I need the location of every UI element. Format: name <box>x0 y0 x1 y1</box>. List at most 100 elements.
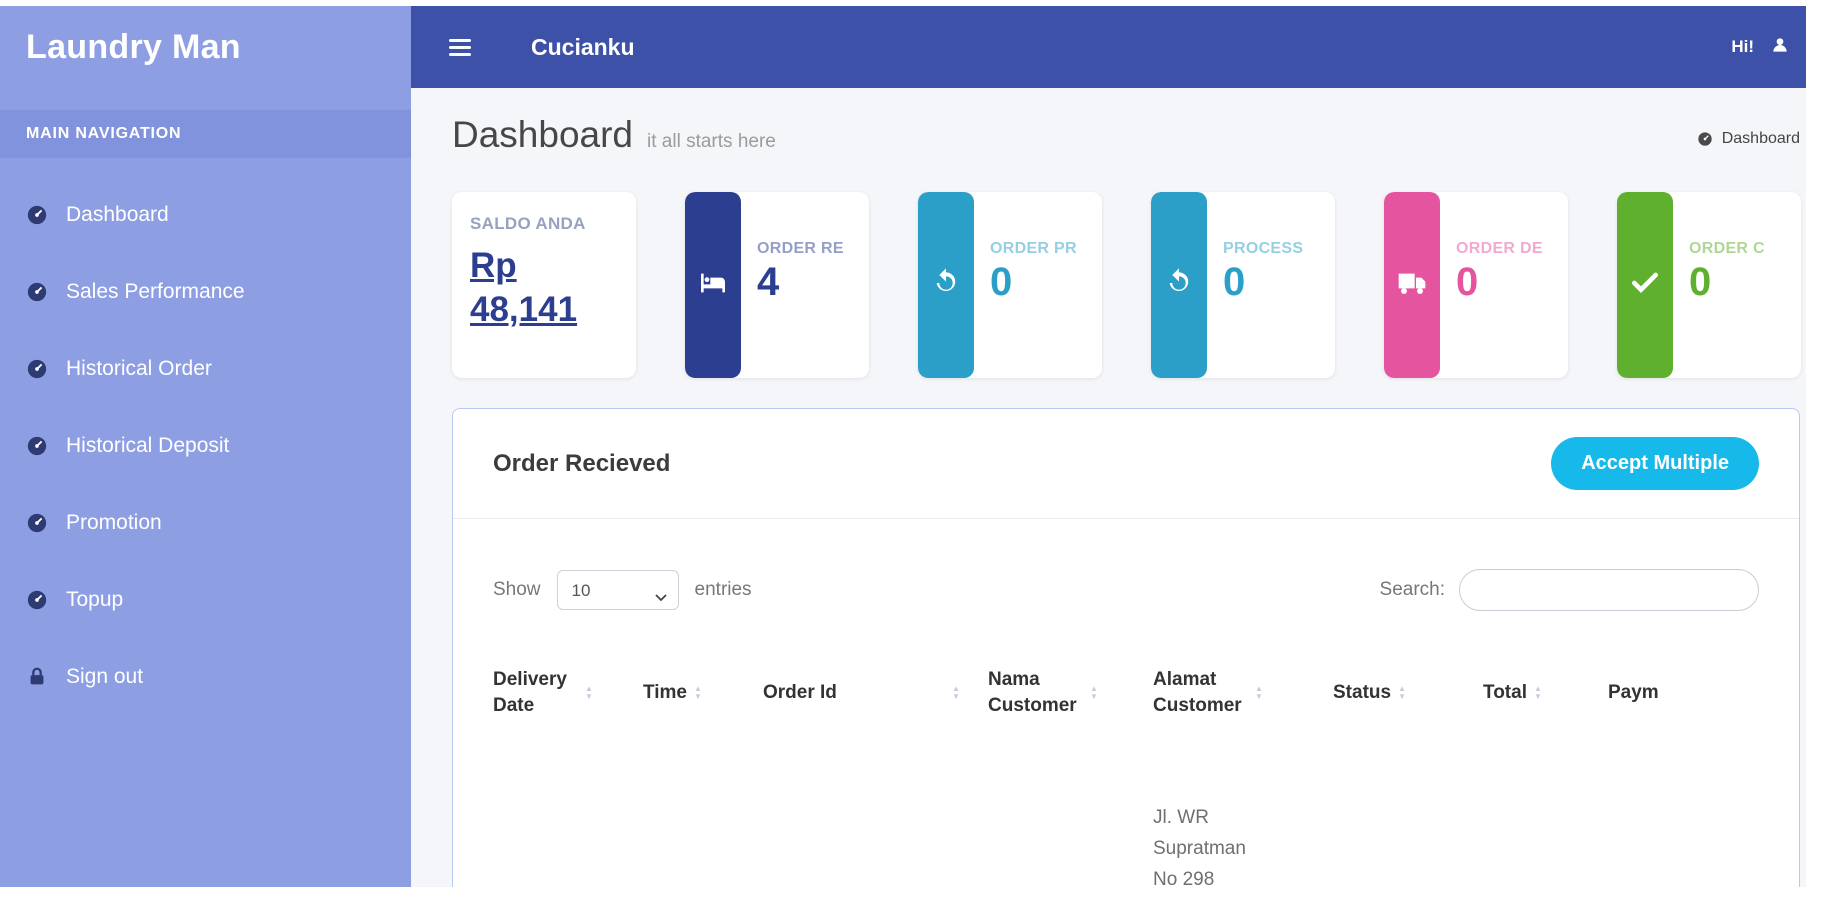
column-header-total[interactable]: Total ▲ ▼ <box>1483 681 1542 703</box>
greeting-text: Hi! <box>1731 37 1754 56</box>
sidebar-item-sign-out[interactable]: Sign out <box>0 638 411 715</box>
breadcrumb[interactable]: Dashboard <box>1697 130 1800 148</box>
column-header-time[interactable]: Time ▲ ▼ <box>643 681 702 703</box>
stat-card-order-delivery: ORDER DE 0 <box>1384 192 1568 378</box>
sort-icon: ▲ ▼ <box>1255 684 1263 701</box>
truck-icon <box>1396 267 1428 304</box>
sidebar-item-label: Sign out <box>66 664 144 688</box>
sidebar-item-dashboard[interactable]: Dashboard <box>0 176 411 253</box>
stat-card-process: PROCESS 0 <box>1151 192 1335 378</box>
stat-value: 0 <box>990 260 1013 304</box>
stat-value: 0 <box>1456 260 1479 304</box>
stat-label: PROCESS <box>1223 240 1304 257</box>
stat-card-order-process: ORDER PR 0 <box>918 192 1102 378</box>
stat-label: ORDER DE <box>1456 240 1543 257</box>
panel-title: Order Recieved <box>493 449 671 477</box>
dashboard-icon <box>1698 132 1712 146</box>
cell-time <box>643 802 763 887</box>
right-gutter <box>1806 0 1843 900</box>
cell-delivery-date <box>493 802 643 887</box>
refresh-icon <box>930 267 962 304</box>
orders-panel-header: Order Recieved Accept Multiple <box>453 409 1799 519</box>
page-title: Dashboard <box>452 114 634 155</box>
column-header-payment[interactable]: Paym <box>1608 681 1659 703</box>
table-row: Jl. WR Supratman No 298 <box>453 802 1799 887</box>
page-header: Dashboard it all starts here Dashboard <box>452 114 1806 162</box>
stat-label: ORDER RE <box>757 240 844 257</box>
column-header-nama-customer[interactable]: Nama Customer ▲ ▼ <box>988 669 1098 716</box>
sidebar-item-sales-performance[interactable]: Sales Performance <box>0 253 411 330</box>
sidebar-item-topup[interactable]: Topup <box>0 561 411 638</box>
accept-multiple-button[interactable]: Accept Multiple <box>1551 437 1759 490</box>
table-header-row: Delivery Date ▲ ▼ Time ▲ ▼ Order Id ▲ ▼ Nam… <box>453 667 1799 718</box>
stat-cards-row: SALDO ANDA Rp 48,141 ORDER RE 4 <box>452 192 1806 378</box>
main-content: Dashboard it all starts here Dashboard S… <box>411 88 1806 887</box>
bed-icon <box>697 267 729 304</box>
page-size-wrap: 10 <box>556 570 679 610</box>
sidebar-item-label: Dashboard <box>66 202 169 226</box>
search-label: Search: <box>1379 579 1445 600</box>
sort-icon: ▲ ▼ <box>1398 684 1406 701</box>
navbar-brand[interactable]: Cucianku <box>531 33 635 60</box>
gauge-icon <box>26 281 48 303</box>
sidebar-brand: Laundry Man <box>26 27 241 66</box>
top-navbar: Cucianku Hi! <box>411 6 1806 88</box>
sort-icon: ▲ ▼ <box>952 684 960 701</box>
user-menu[interactable]: Hi! <box>1731 35 1790 60</box>
stat-accent <box>1617 192 1673 378</box>
cell-total <box>1483 802 1608 887</box>
page-subtitle: it all starts here <box>647 131 776 152</box>
column-header-alamat-customer[interactable]: Alamat Customer ▲ ▼ <box>1153 669 1263 716</box>
sidebar-item-historical-order[interactable]: Historical Order <box>0 330 411 407</box>
cell-nama-customer <box>988 802 1153 887</box>
hamburger-icon[interactable] <box>449 38 471 56</box>
sidebar-item-label: Promotion <box>66 510 162 534</box>
saldo-value: Rp 48,141 <box>470 244 618 332</box>
sidebar-item-promotion[interactable]: Promotion <box>0 484 411 561</box>
top-gutter <box>0 0 1843 6</box>
cell-alamat-customer: Jl. WR Supratman No 298 <box>1153 807 1246 887</box>
stat-card-order-received: ORDER RE 4 <box>685 192 869 378</box>
table-controls: Show 10 entries Search: <box>453 519 1799 611</box>
stat-accent <box>1151 192 1207 378</box>
sidebar-item-label: Historical Deposit <box>66 433 230 457</box>
refresh-icon <box>1163 267 1195 304</box>
gauge-icon <box>26 589 48 611</box>
sidebar-item-historical-deposit[interactable]: Historical Deposit <box>0 407 411 484</box>
sort-icon: ▲ ▼ <box>694 684 702 701</box>
column-header-status[interactable]: Status ▲ ▼ <box>1333 681 1406 703</box>
saldo-amount: 48,141 <box>470 289 578 329</box>
stat-accent <box>918 192 974 378</box>
page-size-select[interactable]: 10 <box>556 570 679 610</box>
column-header-order-id[interactable]: Order Id ▲ ▼ <box>763 681 960 703</box>
sidebar: Laundry Man MAIN NAVIGATION Dashboard Sa… <box>0 6 411 887</box>
stat-card-order-complete: ORDER C 0 <box>1617 192 1801 378</box>
stat-value: 4 <box>757 260 780 304</box>
sidebar-item-label: Topup <box>66 587 124 611</box>
gauge-icon <box>26 204 48 226</box>
breadcrumb-label: Dashboard <box>1721 130 1800 147</box>
orders-panel: Order Recieved Accept Multiple Show 10 e… <box>452 408 1800 887</box>
user-icon <box>1770 35 1790 60</box>
saldo-currency: Rp <box>470 246 517 285</box>
cell-order-id <box>763 802 988 887</box>
sort-icon: ▲ ▼ <box>1533 684 1542 701</box>
stat-label: ORDER C <box>1689 240 1765 257</box>
stat-value: 0 <box>1689 260 1712 304</box>
stat-accent <box>1384 192 1440 378</box>
cell-payment <box>1608 802 1748 887</box>
lock-icon <box>26 666 48 688</box>
gauge-icon <box>26 358 48 380</box>
bottom-gutter <box>0 887 1843 900</box>
search-input[interactable] <box>1459 569 1759 611</box>
search-group: Search: <box>1380 569 1759 611</box>
check-icon <box>1629 267 1661 304</box>
entries-label: entries <box>694 579 752 600</box>
stat-accent <box>685 192 741 378</box>
cell-status <box>1333 802 1483 887</box>
sidebar-section-label: MAIN NAVIGATION <box>0 110 411 158</box>
sidebar-item-label: Historical Order <box>66 356 212 380</box>
column-header-delivery-date[interactable]: Delivery Date ▲ ▼ <box>493 669 593 716</box>
gauge-icon <box>26 512 48 534</box>
stat-label: ORDER PR <box>990 240 1077 257</box>
